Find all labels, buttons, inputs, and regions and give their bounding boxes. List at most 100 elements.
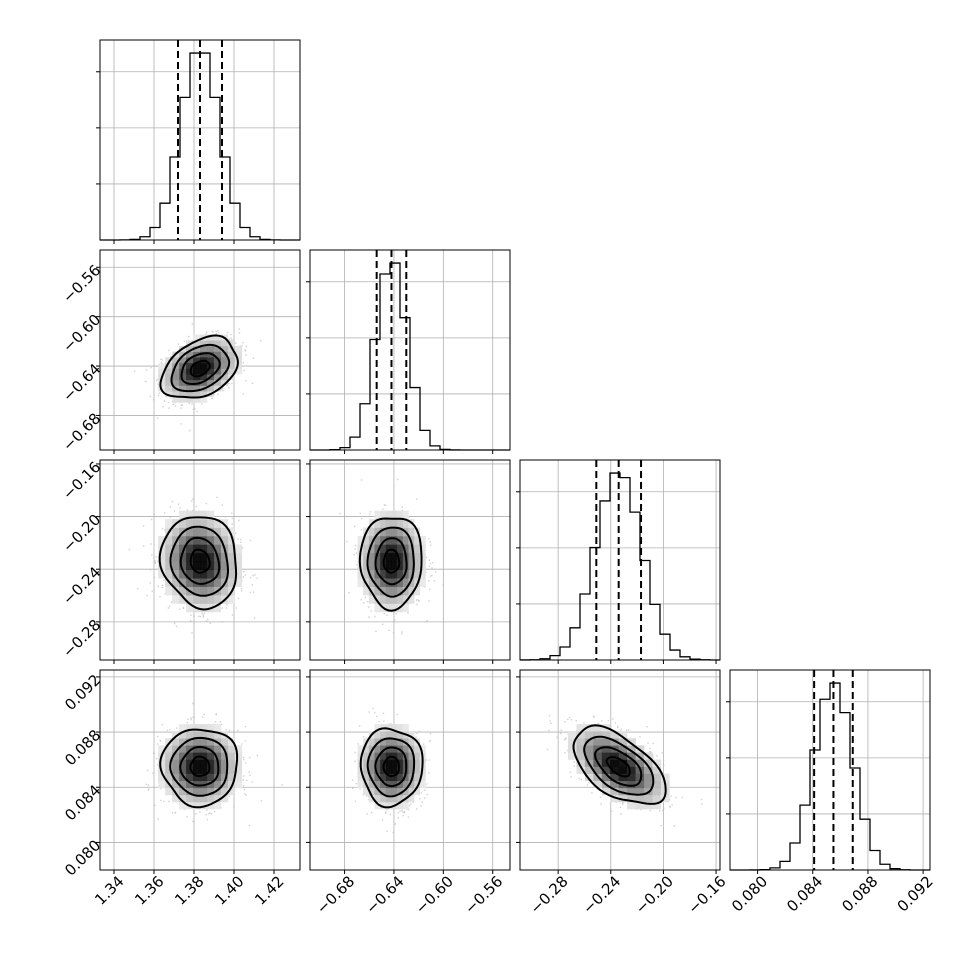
density-cell — [357, 773, 364, 782]
density-cell — [584, 766, 594, 774]
density-cell — [179, 374, 187, 381]
x-tick-label: −0.56 — [461, 872, 506, 917]
density-cell — [363, 745, 370, 753]
density-cell — [220, 351, 229, 358]
density-cell — [368, 752, 375, 760]
density-cell — [206, 595, 215, 604]
density-cell — [635, 780, 645, 789]
density-cell — [380, 745, 387, 753]
hist-panel-1 — [306, 249, 511, 451]
density-cell — [220, 752, 229, 760]
density-cell — [408, 794, 415, 803]
density-cell — [627, 794, 636, 803]
density-cell — [618, 745, 628, 753]
density-cell — [227, 368, 236, 375]
density-cell — [234, 561, 243, 571]
density-cell — [363, 787, 370, 796]
density-cell — [172, 569, 180, 579]
density-cell — [213, 368, 222, 375]
density-cell — [220, 759, 229, 767]
density-cell — [165, 561, 173, 571]
density-cell — [385, 738, 392, 746]
contour-line — [382, 548, 401, 574]
density-cell — [213, 752, 222, 760]
panel-frame — [519, 459, 721, 661]
hist-panel-0 — [96, 39, 301, 241]
density-cell — [402, 510, 409, 520]
density-cell — [368, 544, 375, 554]
density-cell — [391, 731, 398, 739]
density-cell — [380, 738, 387, 746]
density-cell — [601, 752, 611, 760]
density-cell — [193, 340, 201, 347]
density-cell — [368, 569, 375, 579]
density-cell — [610, 766, 619, 774]
density-cell — [213, 535, 222, 545]
scatter-panel-1-3 — [309, 669, 511, 871]
density-cell — [618, 731, 628, 739]
density-cell — [193, 738, 201, 746]
density-cell — [391, 794, 398, 803]
density-cell — [419, 773, 426, 782]
density-cell — [618, 766, 628, 774]
density-cell — [593, 724, 603, 732]
density-cell — [200, 379, 208, 386]
density-cell — [391, 724, 398, 732]
density-cell — [206, 357, 215, 364]
density-cell — [172, 379, 180, 386]
density-cell — [635, 752, 645, 760]
density-cell — [179, 752, 187, 760]
density-cell — [234, 351, 243, 358]
density-cell — [380, 801, 387, 810]
density-cell — [380, 773, 387, 782]
density-cell — [408, 569, 415, 579]
density-cell — [206, 379, 215, 386]
density-cell — [193, 586, 201, 596]
density-cell — [186, 759, 194, 767]
density-cell — [220, 766, 229, 774]
density-cell — [357, 780, 364, 789]
density-cell — [213, 780, 222, 789]
density-cell — [618, 752, 628, 760]
density-cell — [186, 561, 194, 571]
density-cell — [165, 552, 173, 562]
contour-line — [158, 516, 238, 611]
density-cell — [584, 773, 594, 782]
density-cell — [374, 586, 381, 596]
y-tick-label: −0.20 — [59, 511, 104, 556]
density-cell — [374, 780, 381, 789]
density-cell — [380, 586, 387, 596]
density-cell — [206, 552, 215, 562]
density-cell — [172, 544, 180, 554]
density-cell — [414, 759, 421, 767]
panel-frame — [309, 249, 511, 451]
density-cell — [172, 595, 180, 604]
density-cell — [206, 527, 215, 537]
density-cell — [391, 586, 398, 596]
density-cell — [227, 773, 236, 782]
y-tick-label: −0.68 — [59, 409, 104, 454]
density-cell — [652, 759, 662, 767]
density-cell — [374, 724, 381, 732]
density-cell — [584, 752, 594, 760]
density-cell — [220, 374, 229, 381]
density-cell — [220, 586, 229, 596]
density-cell — [165, 385, 173, 392]
density-cell — [186, 362, 194, 369]
hist-panel-2 — [516, 459, 721, 661]
density-cell — [408, 578, 415, 587]
contour-line — [366, 526, 415, 598]
density-cell — [627, 759, 636, 767]
density-cell — [213, 351, 222, 358]
density-cell — [206, 586, 215, 596]
density-cell — [397, 801, 404, 810]
density-cell — [193, 724, 201, 732]
density-cell — [227, 552, 236, 562]
histogram-3 — [730, 682, 930, 871]
density-cell — [200, 535, 208, 545]
density-cell — [206, 801, 215, 810]
y-tick-label: −0.24 — [59, 563, 104, 608]
density-cell — [385, 586, 392, 596]
density-cell — [158, 362, 166, 369]
density-cell — [385, 794, 392, 803]
